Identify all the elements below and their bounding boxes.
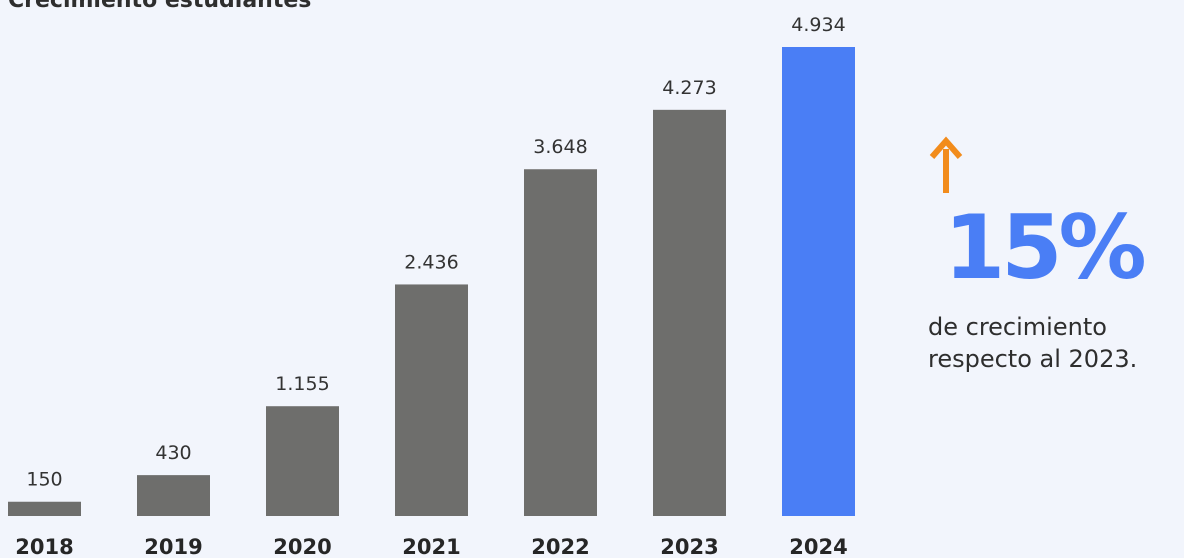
category-label-2020: 2020: [273, 535, 331, 558]
bar-2024: [782, 47, 855, 516]
value-label-2023: 4.273: [662, 77, 716, 99]
value-label-2022: 3.648: [533, 136, 587, 158]
category-label-2023: 2023: [660, 535, 718, 558]
value-label-2019: 430: [155, 442, 191, 464]
category-label-2024: 2024: [789, 535, 847, 558]
value-label-2020: 1.155: [275, 373, 329, 395]
growth-percent: 15%: [944, 196, 1147, 299]
category-label-2021: 2021: [402, 535, 460, 558]
growth-text-line-1: de crecimiento: [928, 313, 1107, 341]
chart-title: Crecimiento estudiantes: [8, 0, 312, 13]
category-label-2018: 2018: [15, 535, 73, 558]
bar-2022: [524, 169, 597, 517]
category-label-2022: 2022: [531, 535, 589, 558]
value-label-2021: 2.436: [404, 251, 458, 273]
value-label-2018: 150: [26, 469, 62, 491]
category-label-2019: 2019: [144, 535, 202, 558]
bar-2018: [8, 501, 81, 516]
arrow-up-icon: [929, 136, 963, 193]
bar-2019: [137, 475, 210, 516]
bar-2020: [266, 406, 339, 516]
growth-text-line-2: respecto al 2023.: [928, 345, 1138, 373]
bar-2021: [395, 284, 468, 516]
bar-chart: 150 2018 430 2019 1.155 2020 2.436 2021 3.648 202…: [8, 14, 855, 558]
bar-2023: [653, 109, 726, 516]
value-label-2024: 4.934: [791, 14, 845, 36]
